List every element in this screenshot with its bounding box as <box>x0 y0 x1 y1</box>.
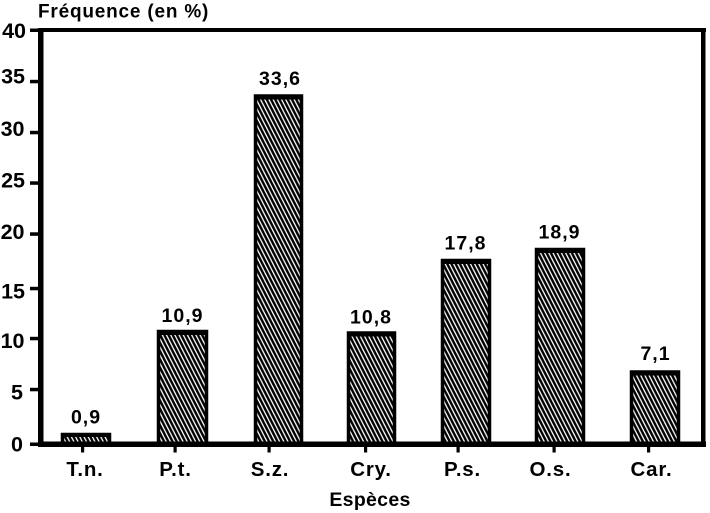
svg-text:33,6: 33,6 <box>259 68 301 90</box>
svg-text:10,9: 10,9 <box>162 305 204 327</box>
svg-text:10: 10 <box>1 329 25 353</box>
svg-text:0,9: 0,9 <box>71 407 101 429</box>
svg-text:18,9: 18,9 <box>539 222 581 244</box>
svg-text:Espèces: Espèces <box>329 489 410 511</box>
svg-text:T.n.: T.n. <box>66 458 103 481</box>
svg-text:Cry.: Cry. <box>350 458 392 481</box>
svg-text:0: 0 <box>11 433 23 457</box>
svg-text:S.z.: S.z. <box>251 458 290 481</box>
svg-text:5: 5 <box>11 381 23 405</box>
svg-text:15: 15 <box>1 280 25 304</box>
svg-text:40: 40 <box>2 19 26 43</box>
svg-text:O.s.: O.s. <box>530 458 572 481</box>
svg-text:30: 30 <box>1 117 25 141</box>
svg-text:7,1: 7,1 <box>640 343 670 365</box>
svg-text:Car.: Car. <box>631 458 673 481</box>
svg-text:17,8: 17,8 <box>445 233 487 255</box>
svg-text:35: 35 <box>1 65 25 89</box>
svg-text:25: 25 <box>1 169 25 193</box>
svg-text:P.t.: P.t. <box>159 458 191 481</box>
svg-text:10,8: 10,8 <box>350 307 392 329</box>
svg-text:P.s.: P.s. <box>444 458 481 481</box>
svg-text:Fréquence (en %): Fréquence (en %) <box>38 2 209 23</box>
svg-text:20: 20 <box>1 220 25 244</box>
